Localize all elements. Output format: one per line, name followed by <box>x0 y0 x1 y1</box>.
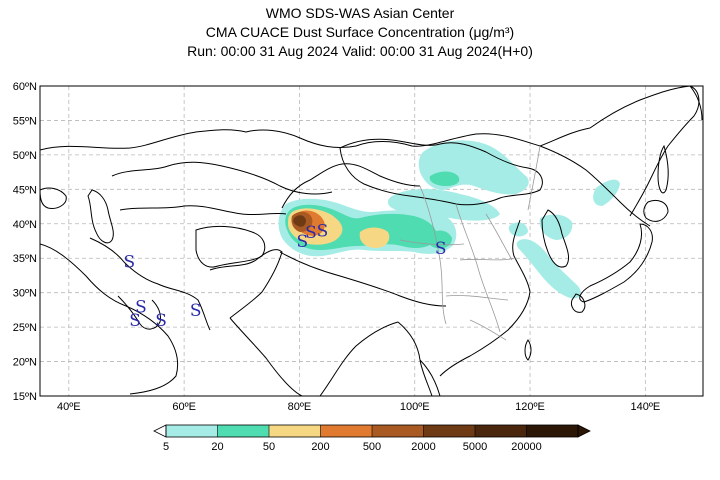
border-himalaya <box>279 251 447 307</box>
border-southeast-asia <box>419 359 441 396</box>
border-russia-south <box>40 127 591 151</box>
map-frame <box>39 85 704 397</box>
dust-storm-symbol: S <box>435 239 447 259</box>
border-persian-gulf <box>117 295 161 330</box>
dust-area-manchuria <box>593 179 620 206</box>
lat-tick-label: 50ºN <box>13 150 37 162</box>
lon-tick-label: 100ºE <box>400 401 430 413</box>
province-lines-2 <box>455 203 501 333</box>
dust-storm-symbol: S <box>124 253 136 273</box>
colorbar-segment <box>166 425 218 437</box>
dust-area-tarim-darkbrown <box>293 215 306 227</box>
dust-storm-symbol: S <box>135 297 147 317</box>
dust-storm-symbol: S <box>305 223 317 243</box>
colorbar-segment <box>475 425 527 437</box>
lon-tick-label: 80ºE <box>288 401 312 413</box>
province-lines-7 <box>399 239 465 246</box>
lat-tick-label: 30ºN <box>13 288 37 300</box>
border-mongolia <box>339 138 543 206</box>
title-line-3: Run: 00:00 31 Aug 2024 Valid: 00:00 31 A… <box>187 43 533 59</box>
dust-area-korea <box>539 214 573 240</box>
border-japan-hokkaido <box>643 199 669 222</box>
title-line-2: CMA CUACE Dust Surface Concentration (μg… <box>205 24 515 40</box>
lat-tick-label: 35ºN <box>13 253 37 265</box>
province-lines-8 <box>469 319 507 341</box>
border-kamchatka-coast <box>689 86 703 121</box>
colorbar-segment <box>217 425 269 437</box>
colorbar-segment <box>526 425 578 437</box>
colorbar-label: 500 <box>363 441 381 453</box>
border-caspian <box>87 189 114 244</box>
dust-storm-symbol: S <box>190 301 202 321</box>
lat-tick-label: 20ºN <box>13 357 37 369</box>
border-kazakhstan <box>111 161 333 195</box>
lon-tick-labels: 40ºE 60ºE 80ºE 100ºE 120ºE 140ºE <box>57 401 660 413</box>
colorbar-label: 20000 <box>511 441 542 453</box>
lat-tick-label: 25ºN <box>13 322 37 334</box>
border-china-west <box>281 163 421 209</box>
border-bay-of-bengal <box>397 321 433 396</box>
border-pakistan <box>209 249 283 319</box>
dust-area-ordos-green <box>428 230 452 249</box>
lon-tick-label: 60ºE <box>172 401 196 413</box>
colorbar-under-triangle <box>153 424 167 438</box>
colorbar-segment <box>269 425 321 437</box>
lat-tick-label: 60ºN <box>13 81 37 93</box>
dust-storm-symbol: S <box>296 232 308 252</box>
border-manchuria <box>539 145 651 227</box>
lat-tick-label: 55ºN <box>13 115 37 127</box>
border-india-east <box>319 321 399 396</box>
border-korea <box>541 209 569 268</box>
dust-area-qaidam-yellow <box>359 227 390 248</box>
dust-storm-symbol: S <box>155 311 167 331</box>
colorbar-over-triangle <box>577 424 591 438</box>
border-black-sea <box>40 187 67 209</box>
colorbar-segment <box>372 425 424 437</box>
province-lines-3 <box>459 257 517 261</box>
province-borders <box>399 145 541 341</box>
province-lines-1 <box>419 185 447 325</box>
lat-tick-labels: 60ºN 55ºN 50ºN 45ºN 40ºN 35ºN 30ºN 25ºN 20ºN 15ºN <box>13 81 37 403</box>
province-lines-4 <box>445 295 509 301</box>
colorbar-segment <box>423 425 475 437</box>
province-lines-6 <box>527 145 541 211</box>
dust-storm-symbol: S <box>317 222 329 242</box>
dust-storm-symbol: S <box>129 311 141 331</box>
lat-tick-label: 15ºN <box>13 391 37 403</box>
country-borders <box>40 86 703 396</box>
lon-tick-label: 40ºE <box>57 401 81 413</box>
colorbar-label: 50 <box>263 441 275 453</box>
dust-area-yellow-sea <box>516 239 581 299</box>
colorbar-label: 200 <box>311 441 329 453</box>
border-arabia <box>40 243 179 395</box>
border-taiwan <box>524 339 532 361</box>
colorbar: 5 20 50 200 500 2000 5000 20000 <box>153 424 591 453</box>
colorbar-label: 20 <box>211 441 223 453</box>
title-line-1: WMO SDS-WAS Asian Center <box>265 5 455 21</box>
border-iran <box>89 237 211 331</box>
border-china-east-coast <box>439 219 531 377</box>
border-india-coast <box>229 317 303 396</box>
title-block: WMO SDS-WAS Asian Center CMA CUACE Dust … <box>0 4 720 61</box>
border-far-east-coast <box>589 86 700 217</box>
colorbar-label: 5000 <box>463 441 487 453</box>
province-lines-5 <box>485 213 513 261</box>
lat-tick-label: 45ºN <box>13 184 37 196</box>
lat-tick-label: 40ºN <box>13 219 37 231</box>
dust-area-mongolia-core <box>429 171 460 186</box>
border-sakhalin <box>657 144 669 194</box>
border-kyushu <box>571 293 586 313</box>
lon-tick-label: 120ºE <box>515 401 545 413</box>
colorbar-label: 2000 <box>411 441 435 453</box>
lon-tick-label: 140ºE <box>630 401 660 413</box>
colorbar-segment <box>320 425 372 437</box>
border-central-asia <box>119 205 287 216</box>
colorbar-label: 5 <box>163 441 169 453</box>
dust-area-beijing <box>508 222 528 237</box>
